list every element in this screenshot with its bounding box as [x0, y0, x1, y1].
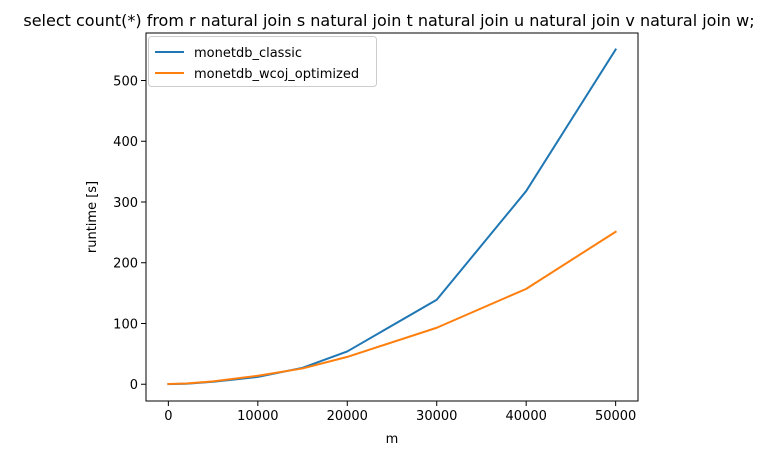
legend-box — [148, 36, 377, 87]
legend-label-monetdb-wcoj-optimized: monetdb_wcoj_optimized — [194, 67, 359, 82]
series-line-monetdb-classic — [167, 48, 618, 386]
chart-title: select count(*) from r natural join s na… — [23, 11, 754, 30]
series-line-monetdb-wcoj-optimized — [167, 230, 618, 386]
x-axis: 0 10000 20000 30000 40000 50000 — [164, 401, 636, 424]
x-tick-label: 0 — [164, 409, 172, 424]
y-tick-label: 200 — [113, 257, 138, 272]
series-lines — [167, 48, 618, 386]
y-tick-label: 500 — [113, 75, 138, 90]
y-tick-label: 0 — [130, 378, 138, 393]
legend: monetdb_classic monetdb_wcoj_optimized — [148, 36, 377, 87]
y-axis: 0 100 200 300 400 500 — [113, 75, 146, 393]
x-tick-label: 30000 — [416, 409, 457, 424]
y-tick-label: 300 — [113, 196, 138, 211]
x-tick-label: 40000 — [506, 409, 547, 424]
y-axis-label: runtime [s] — [85, 181, 100, 253]
y-tick-label: 400 — [113, 135, 138, 150]
x-tick-label: 20000 — [327, 409, 368, 424]
x-tick-label: 10000 — [237, 409, 278, 424]
y-tick-label: 100 — [113, 317, 138, 332]
x-tick-label: 50000 — [595, 409, 636, 424]
legend-label-monetdb-classic: monetdb_classic — [194, 46, 302, 61]
plot-frame — [145, 32, 639, 402]
x-axis-label: m — [386, 432, 399, 447]
